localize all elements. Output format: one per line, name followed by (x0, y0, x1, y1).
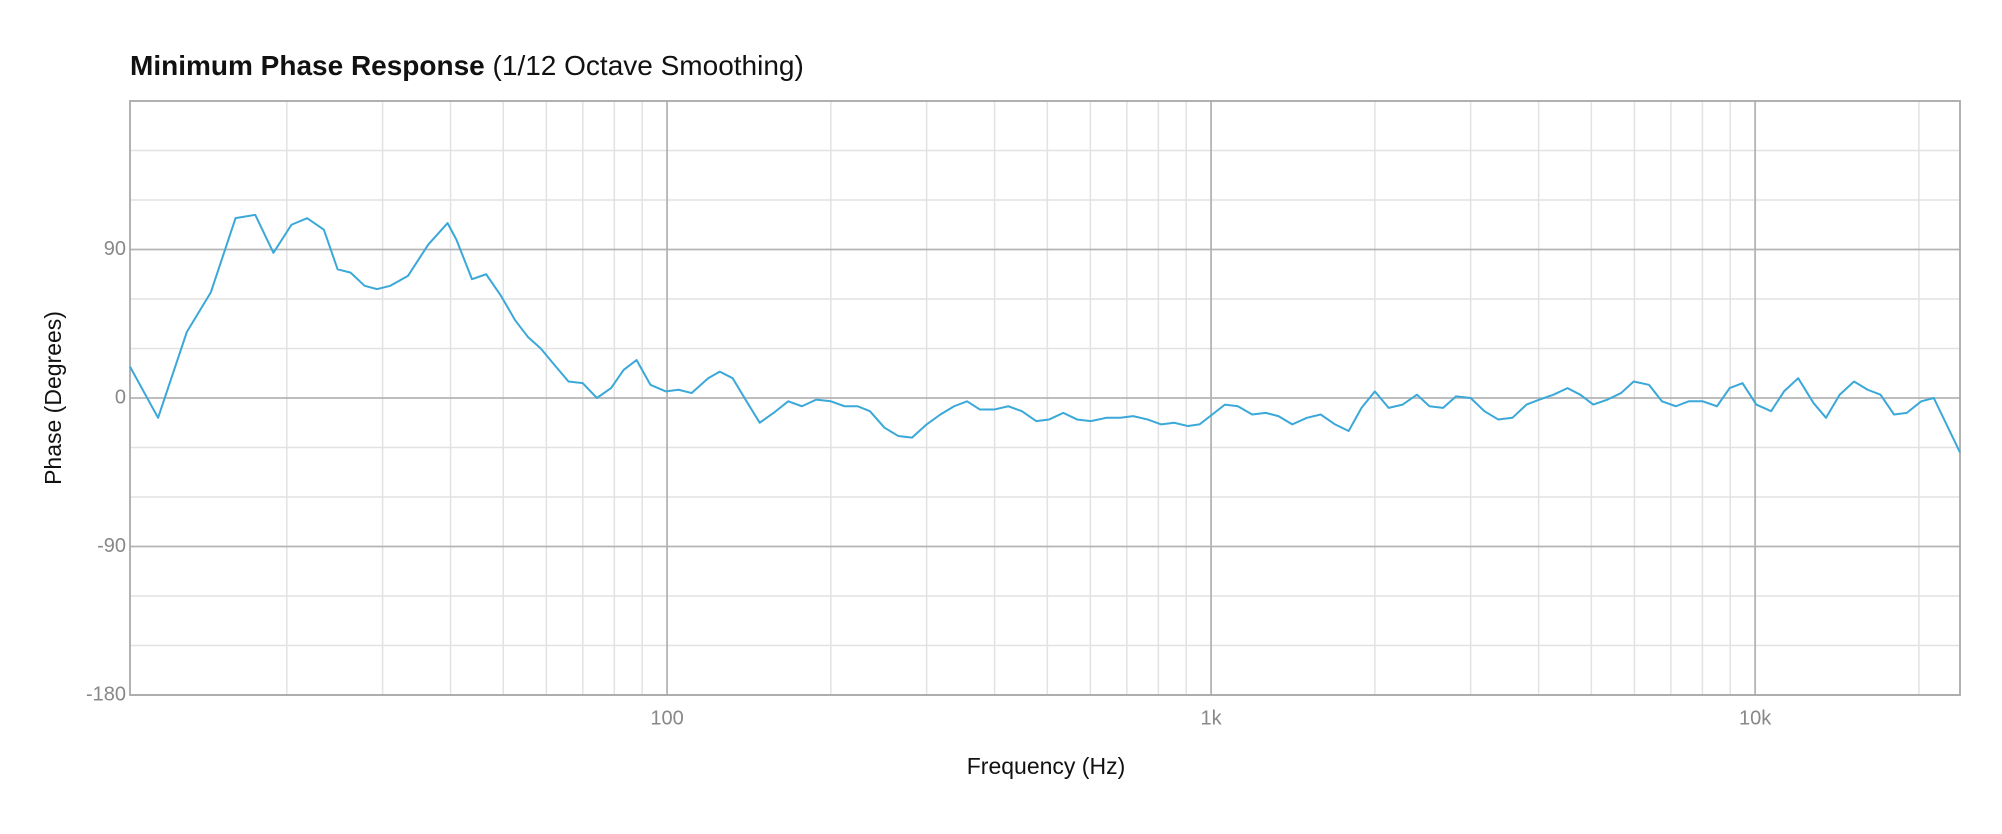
x-tick-label: 100 (650, 707, 683, 729)
y-tick-label: 0 (115, 386, 126, 408)
phase-line (129, 213, 1961, 453)
plot-border (129, 100, 1961, 696)
y-tick-label: -90 (97, 535, 126, 557)
x-tick-label: 10k (1739, 707, 1772, 729)
chart-title-group: Minimum Phase Response (1/12 Octave Smoo… (130, 50, 804, 81)
x-tick-label: 1k (1201, 707, 1223, 729)
y-tick-label: -180 (86, 683, 126, 705)
chart-subtitle: (1/12 Octave Smoothing) (493, 50, 804, 81)
chart-title: Minimum Phase Response (130, 50, 485, 81)
y-tick-label: 90 (104, 238, 126, 260)
x-axis-label: Frequency (Hz) (967, 753, 1125, 779)
y-axis-label: Phase (Degrees) (40, 311, 66, 485)
